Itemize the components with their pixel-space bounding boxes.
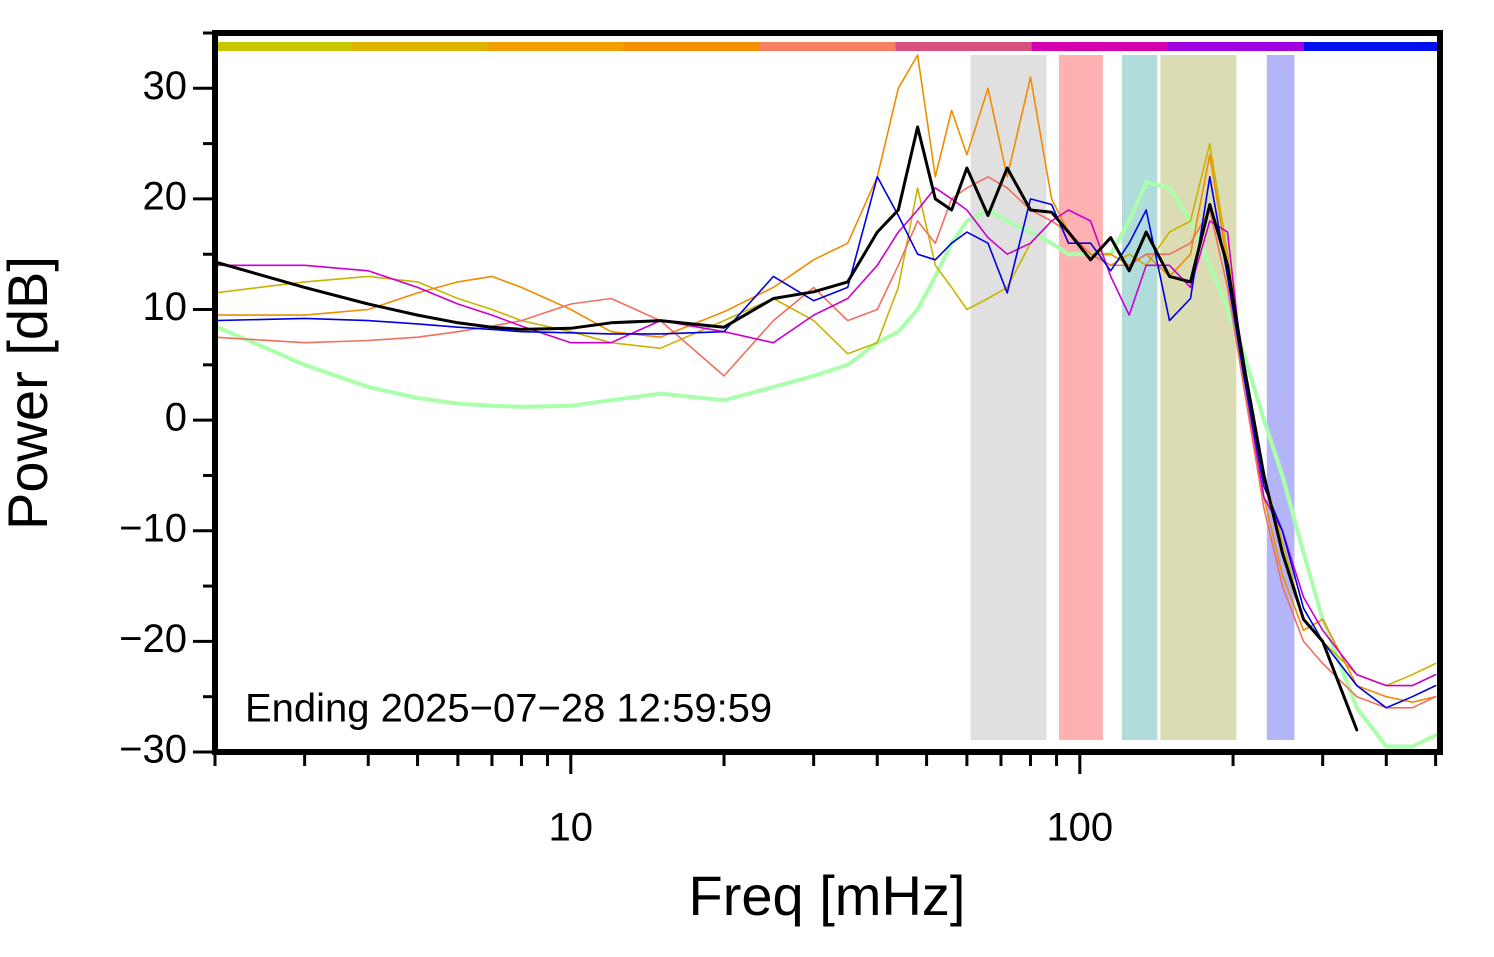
y-tick-label: −20: [119, 617, 187, 661]
y-tick-label: −30: [119, 728, 187, 772]
shaded-band: [1058, 55, 1103, 740]
top-bar-segment: [759, 42, 897, 51]
y-axis-label: Power [dB]: [0, 256, 59, 530]
y-tick-label: −10: [119, 506, 187, 550]
top-bar-segment: [1031, 42, 1169, 51]
top-bar-segment: [215, 42, 352, 51]
series-line: [215, 176, 1437, 709]
series-lines: [215, 54, 1438, 749]
series-line: [215, 187, 1437, 687]
top-bar-segment: [1303, 42, 1441, 51]
y-tick-label: 10: [143, 285, 188, 329]
axes: −30 −20 −10 0 10 20 30 10 100: [119, 31, 1438, 850]
top-bar-segment: [623, 42, 760, 51]
top-bar-segment: [895, 42, 1033, 51]
top-bar-segment: [1167, 42, 1305, 51]
top-bar: [215, 42, 1441, 51]
shaded-band: [1160, 55, 1237, 740]
series-line: [215, 180, 1438, 749]
series-line: [215, 125, 1359, 732]
plot-frame: [212, 30, 1443, 755]
y-tick-label: 0: [165, 396, 187, 440]
shaded-band: [1266, 55, 1295, 740]
y-tick-label: 30: [143, 64, 188, 108]
x-axis-label: Freq [mHz]: [689, 864, 966, 927]
annotation: Ending 2025−07−28 12:59:59: [245, 687, 772, 731]
x-tick-label: 100: [1046, 806, 1113, 850]
shaded-band: [1121, 55, 1158, 740]
top-bar-segment: [487, 42, 624, 51]
shaded-band: [970, 55, 1047, 740]
y-tick-label: 20: [143, 174, 188, 218]
top-bar-segment: [351, 42, 488, 51]
series-line: [215, 54, 1437, 703]
bands: [970, 55, 1295, 740]
x-tick-label: 10: [549, 806, 594, 850]
